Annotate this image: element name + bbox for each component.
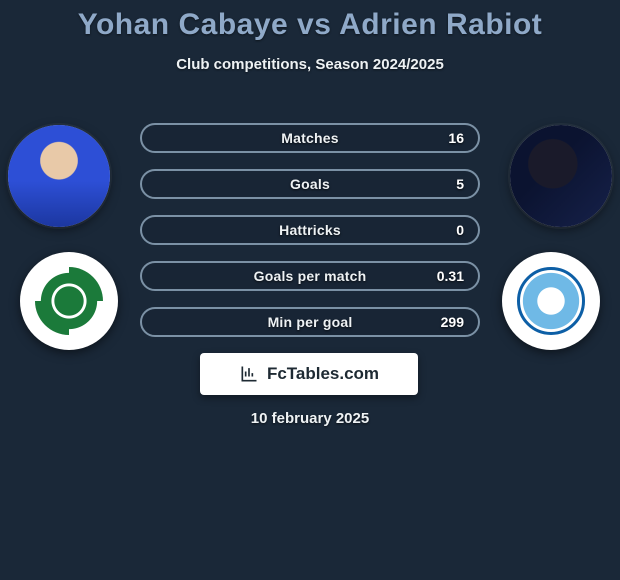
stat-label: Hattricks [279,222,341,238]
stat-value: 299 [441,314,464,330]
player-left-photo [8,125,110,227]
page-title: Yohan Cabaye vs Adrien Rabiot [0,8,620,42]
player-right-avatar [510,125,612,227]
stat-label: Goals per match [254,268,367,284]
stat-row: Min per goal 299 [140,307,480,337]
stat-row: Goals 5 [140,169,480,199]
club-left-crest [35,267,104,336]
brand-text: FcTables.com [267,364,379,384]
stat-row: Matches 16 [140,123,480,153]
brand-badge: FcTables.com [200,353,418,395]
page-subtitle: Club competitions, Season 2024/2025 [0,56,620,73]
stat-value: 0.31 [437,268,464,284]
stats-list: Matches 16 Goals 5 Hattricks 0 Goals per… [140,123,480,353]
player-left-avatar [8,125,110,227]
club-right-badge [502,252,600,350]
stat-value: 5 [456,176,464,192]
club-left-badge [20,252,118,350]
stat-label: Matches [281,130,338,146]
stat-value: 16 [448,130,464,146]
player-right-photo [510,125,612,227]
comparison-card: Yohan Cabaye vs Adrien Rabiot Club compe… [0,0,620,580]
date-text: 10 february 2025 [0,410,620,427]
stat-row: Goals per match 0.31 [140,261,480,291]
stat-label: Min per goal [268,314,353,330]
stat-row: Hattricks 0 [140,215,480,245]
stat-label: Goals [290,176,330,192]
club-right-crest [517,267,586,336]
chart-icon [239,364,259,384]
stat-value: 0 [456,222,464,238]
